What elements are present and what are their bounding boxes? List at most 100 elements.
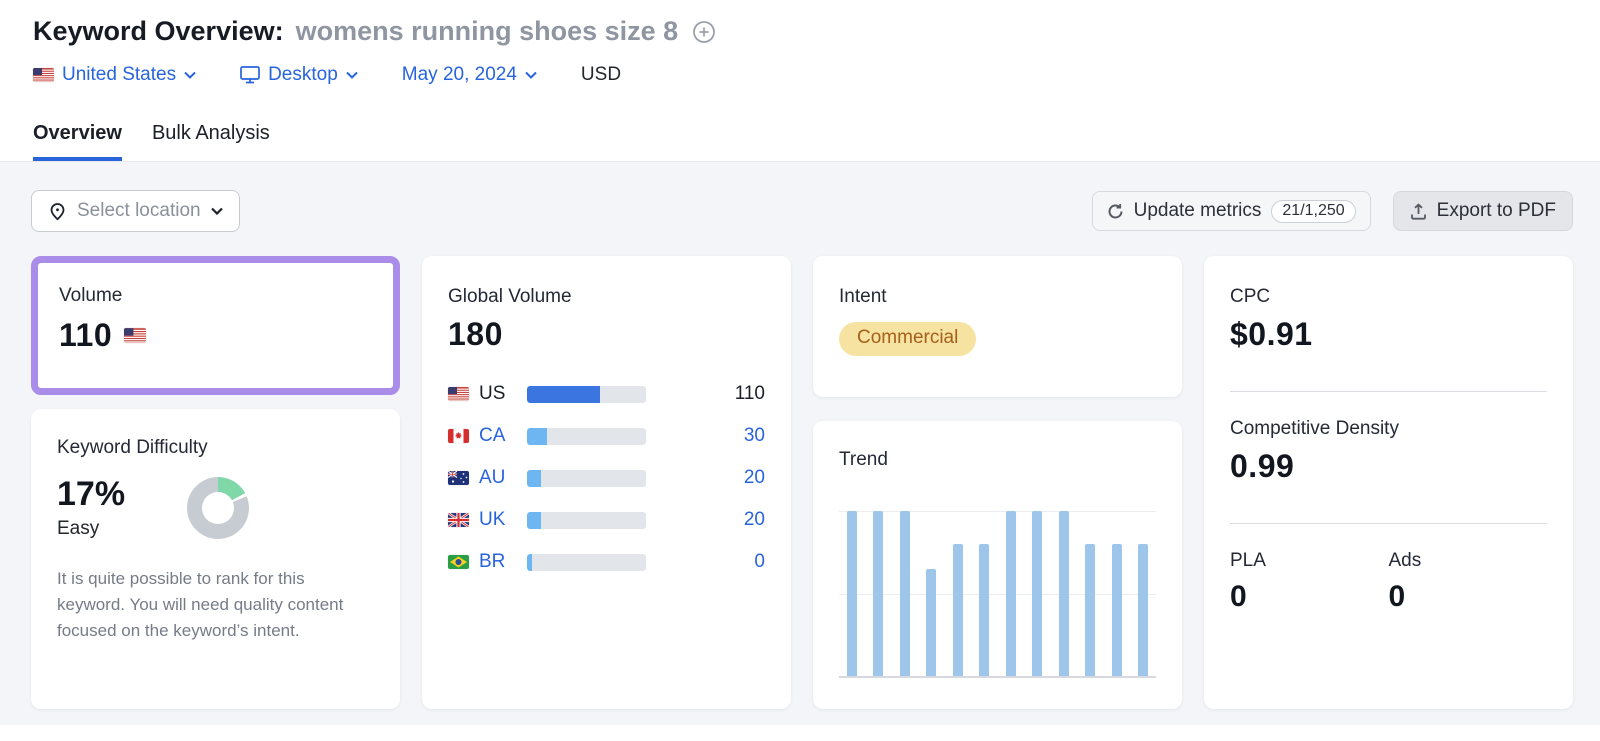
intent-badge[interactable]: Commercial bbox=[839, 322, 977, 356]
trend-bar bbox=[1032, 511, 1043, 676]
global-volume-value: 180 bbox=[448, 316, 503, 352]
currency-label: USD bbox=[580, 64, 622, 85]
volume-bar bbox=[527, 553, 646, 571]
tab-bar: Overview Bulk Analysis bbox=[33, 122, 1567, 161]
update-metrics-button[interactable]: Update metrics 21/1,250 bbox=[1091, 191, 1371, 231]
date-filter[interactable]: May 20, 2024 bbox=[402, 64, 537, 86]
cpc-title: CPC bbox=[1230, 286, 1271, 307]
page-header: Keyword Overview: womens running shoes s… bbox=[0, 0, 1600, 162]
ads-value: 0 bbox=[1388, 580, 1406, 613]
pla-value: 0 bbox=[1230, 580, 1247, 613]
volume-value: 110 bbox=[59, 317, 113, 353]
export-pdf-button[interactable]: Export to PDF bbox=[1392, 191, 1573, 231]
device-filter-label: Desktop bbox=[268, 64, 338, 85]
quota-badge: 21/1,250 bbox=[1271, 199, 1356, 223]
trend-bar bbox=[1137, 544, 1148, 676]
volume-bar bbox=[527, 511, 646, 529]
toolbar: Select location Update metrics 21/1,250 … bbox=[31, 190, 1573, 232]
trend-bar bbox=[1005, 511, 1016, 676]
cpc-card: CPC $0.91 Competitive Density 0.99 PLA 0… bbox=[1204, 256, 1573, 709]
tab-overview[interactable]: Overview bbox=[33, 122, 122, 161]
pla-ads-row: PLA 0 Ads 0 bbox=[1230, 550, 1547, 614]
date-filter-label: May 20, 2024 bbox=[401, 64, 517, 85]
desktop-icon bbox=[240, 66, 260, 84]
ads-block: Ads 0 bbox=[1389, 550, 1548, 614]
pla-block: PLA 0 bbox=[1230, 550, 1389, 614]
chevron-down-icon bbox=[210, 207, 223, 215]
chevron-down-icon bbox=[525, 71, 537, 79]
select-location-button[interactable]: Select location bbox=[31, 190, 240, 232]
column-1: Volume 110 Keyword Difficulty 17% Easy bbox=[31, 256, 400, 709]
global-volume-title: Global Volume bbox=[448, 286, 572, 307]
device-filter[interactable]: Desktop bbox=[240, 64, 358, 86]
kd-description: It is quite possible to rank for this ke… bbox=[57, 569, 344, 640]
gridline bbox=[839, 593, 1156, 595]
country-row-ca[interactable]: CA 30 bbox=[448, 415, 765, 457]
trend-bar bbox=[847, 511, 857, 676]
kd-level: Easy bbox=[57, 518, 100, 539]
cpc-value: $0.91 bbox=[1230, 316, 1313, 352]
pla-label: PLA bbox=[1230, 550, 1266, 571]
country-row-uk[interactable]: UK 20 bbox=[448, 499, 765, 541]
export-pdf-label: Export to PDF bbox=[1436, 200, 1556, 221]
trend-bar bbox=[899, 511, 910, 676]
divider bbox=[1230, 391, 1547, 392]
content-area: Select location Update metrics 21/1,250 … bbox=[0, 162, 1600, 725]
trend-bar bbox=[1085, 544, 1096, 676]
us-flag-icon bbox=[33, 68, 54, 82]
country-filter-label: United States bbox=[62, 64, 177, 85]
au-flag-icon bbox=[448, 471, 469, 485]
location-pin-icon bbox=[50, 202, 65, 220]
kd-percent: 17% bbox=[57, 475, 126, 513]
volume-bar bbox=[527, 469, 646, 487]
column-3: Intent Commercial Trend bbox=[813, 256, 1182, 709]
toolbar-right: Update metrics 21/1,250 Export to PDF bbox=[1091, 191, 1573, 231]
volume-bar bbox=[527, 427, 646, 445]
chevron-down-icon bbox=[346, 71, 358, 79]
us-flag-icon bbox=[448, 387, 469, 401]
global-volume-rows: US 110 CA 30 bbox=[448, 373, 765, 583]
kd-title: Keyword Difficulty bbox=[57, 437, 208, 458]
us-flag-icon bbox=[124, 328, 147, 343]
select-location-label: Select location bbox=[77, 200, 201, 221]
trend-card: Trend bbox=[813, 421, 1182, 709]
export-icon bbox=[1410, 202, 1426, 220]
trend-bar bbox=[979, 544, 990, 676]
volume-bar bbox=[527, 385, 646, 403]
metrics-grid: Volume 110 Keyword Difficulty 17% Easy bbox=[31, 256, 1573, 709]
uk-flag-icon bbox=[448, 513, 469, 527]
title-row: Keyword Overview: womens running shoes s… bbox=[33, 0, 1567, 47]
keyword-text: womens running shoes size 8 bbox=[295, 16, 679, 46]
ads-label: Ads bbox=[1388, 550, 1422, 571]
volume-card-highlighted: Volume 110 bbox=[31, 256, 400, 395]
intent-title: Intent bbox=[839, 286, 887, 307]
country-row-us[interactable]: US 110 bbox=[448, 373, 765, 415]
tab-bulk-analysis[interactable]: Bulk Analysis bbox=[151, 122, 270, 144]
ca-flag-icon bbox=[448, 429, 469, 443]
trend-bar bbox=[873, 511, 884, 676]
trend-bar bbox=[1058, 511, 1069, 676]
trend-bars bbox=[847, 511, 1148, 676]
trend-bar bbox=[952, 544, 963, 676]
column-2: Global Volume 180 US 110 bbox=[422, 256, 791, 709]
column-4: CPC $0.91 Competitive Density 0.99 PLA 0… bbox=[1204, 256, 1573, 709]
gridline bbox=[839, 511, 1156, 512]
update-metrics-label: Update metrics bbox=[1133, 200, 1262, 221]
country-row-br[interactable]: BR 0 bbox=[448, 541, 765, 583]
kd-donut bbox=[187, 477, 249, 539]
trend-bar bbox=[1111, 544, 1122, 676]
country-row-au[interactable]: AU 20 bbox=[448, 457, 765, 499]
country-filter[interactable]: United States bbox=[33, 64, 196, 86]
filter-row: United States Desktop May 20, 2024 USD bbox=[33, 64, 1567, 86]
competitive-density-value: 0.99 bbox=[1230, 448, 1295, 484]
global-volume-card: Global Volume 180 US 110 bbox=[422, 256, 791, 709]
refresh-icon bbox=[1108, 203, 1123, 218]
br-flag-icon bbox=[448, 555, 469, 569]
trend-chart bbox=[839, 511, 1156, 678]
volume-title: Volume bbox=[59, 285, 123, 306]
page-title: Keyword Overview: bbox=[33, 16, 284, 46]
add-keyword-icon[interactable] bbox=[692, 20, 716, 44]
keyword-difficulty-card: Keyword Difficulty 17% Easy It is quite … bbox=[31, 409, 400, 709]
chevron-down-icon bbox=[184, 71, 196, 79]
trend-title: Trend bbox=[839, 449, 888, 470]
